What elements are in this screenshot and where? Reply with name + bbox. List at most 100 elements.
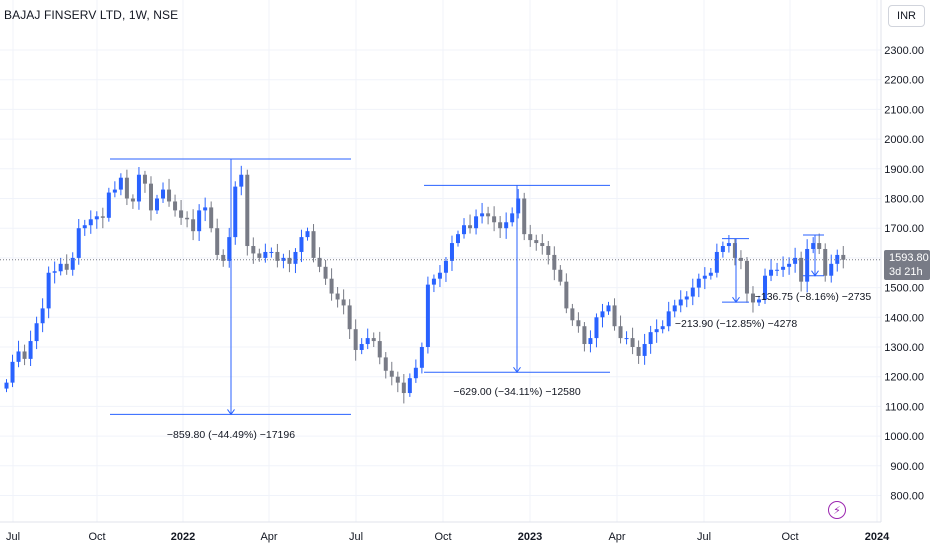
candle [28, 330, 33, 367]
candle [389, 361, 394, 386]
candle-body [299, 237, 304, 252]
last-price-label: 1593.80 3d 21h [884, 250, 930, 280]
candle-body [155, 198, 159, 211]
y-tick-label: 1800.00 [884, 194, 924, 206]
chart-title: BAJAJ FINSERV LTD, 1W, NSE [4, 8, 179, 22]
candle-body [811, 243, 816, 249]
candle-body [347, 305, 352, 330]
candle-body [203, 207, 208, 211]
candle [582, 322, 587, 352]
candle [793, 247, 798, 273]
candle [684, 291, 689, 308]
candle [311, 224, 316, 263]
candle-body [672, 305, 677, 312]
candle-body [630, 338, 635, 347]
x-tick-label: Oct [781, 531, 798, 543]
candle-body [335, 293, 340, 300]
candle-body [720, 246, 725, 252]
candle-body [94, 216, 99, 220]
candle [371, 332, 376, 347]
candle-body [118, 177, 123, 190]
price-range-measure[interactable]: −629.00 (−34.11%) −12580 [424, 184, 610, 398]
candle [46, 266, 51, 319]
candle-body [106, 192, 111, 218]
candle-body [227, 237, 232, 261]
candle-body [317, 257, 322, 267]
candle-body [763, 275, 768, 300]
candle [383, 352, 388, 379]
candlestick-series[interactable] [0, 165, 881, 404]
candle-body [702, 275, 707, 279]
candle [136, 167, 141, 210]
measure-arrowhead [227, 409, 235, 416]
candle-body [257, 253, 262, 258]
candle [594, 313, 599, 348]
candle-body [221, 254, 226, 261]
candle-body [498, 222, 503, 229]
candle-body [124, 177, 129, 199]
candle [624, 331, 629, 345]
y-tick-label: 1700.00 [884, 223, 924, 235]
candle [425, 276, 430, 354]
candle [179, 199, 184, 225]
candle [468, 214, 473, 234]
candle-body [70, 257, 75, 270]
candle-body [401, 382, 406, 394]
candle-body [142, 174, 147, 184]
candle-body [419, 347, 424, 368]
candle-body [88, 219, 93, 226]
candle [191, 209, 196, 241]
candle-body [263, 251, 268, 258]
candle-body [732, 243, 737, 258]
currency-button[interactable]: INR [888, 5, 925, 27]
candle-body [462, 225, 467, 235]
price-range-measure[interactable]: −213.90 (−12.85%) −4278 [675, 238, 797, 330]
candle-body [510, 213, 515, 223]
candle [245, 169, 250, 256]
time-axis[interactable]: Jul Oct 2022 Apr Jul Oct 2023 Apr Jul Oct 2024 [6, 531, 890, 543]
candle-body [148, 183, 153, 211]
measurement-tools[interactable]: −859.80 (−44.49%) −17196 −629.00 (−34.11%… [110, 158, 872, 441]
lightning-icon[interactable]: ⚡ [828, 501, 846, 519]
candle-body [528, 234, 533, 241]
candle [534, 234, 539, 251]
candle [702, 267, 707, 290]
price-range-measure[interactable]: −859.80 (−44.49%) −17196 [110, 158, 351, 441]
candle [528, 224, 533, 247]
candle [76, 218, 81, 265]
candle [540, 234, 545, 255]
candle [173, 194, 178, 217]
candle [335, 287, 340, 308]
candle-body [28, 341, 33, 359]
candle-body [486, 213, 491, 217]
candle [516, 188, 521, 219]
candle-body [648, 332, 653, 345]
candle-body [173, 201, 178, 211]
candle [4, 379, 9, 393]
y-tick-label: 2300.00 [884, 45, 924, 57]
candle [618, 315, 623, 344]
candle-body [534, 240, 539, 244]
candle [305, 227, 310, 241]
candle [738, 250, 743, 270]
candle [437, 265, 442, 288]
candle [696, 273, 701, 298]
candle-body [161, 189, 166, 199]
candle-body [805, 248, 810, 282]
candle-body [233, 186, 238, 238]
x-tick-label: Jul [6, 531, 20, 543]
candle [419, 342, 424, 374]
candle-body [612, 305, 617, 327]
candle-body [750, 293, 755, 303]
candle [456, 230, 460, 247]
price-range-measure[interactable]: −136.75 (−8.16%) −2735 [755, 234, 872, 303]
candle [829, 254, 834, 283]
candle [299, 229, 304, 263]
candle [564, 273, 569, 314]
candle-body [588, 338, 593, 345]
candle-body [269, 251, 274, 253]
candle [341, 289, 346, 315]
candle [221, 249, 226, 267]
candle-body [564, 281, 569, 309]
